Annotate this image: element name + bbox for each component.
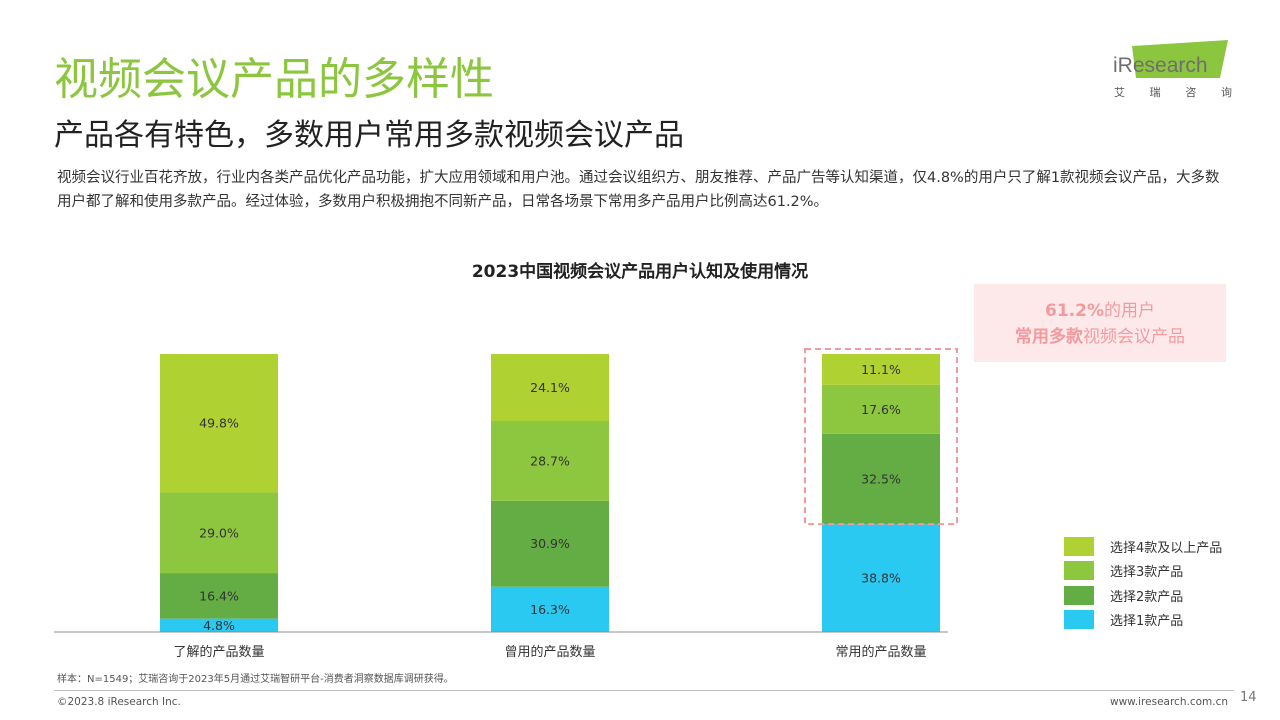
data-label: 4.8% — [203, 618, 235, 633]
bar-segment-series-2 — [160, 573, 278, 619]
data-label: 17.6% — [861, 402, 901, 417]
data-label: 29.0% — [199, 525, 239, 540]
footnote: 样本：N=1549；艾瑞咨询于2023年5月通过艾瑞智研平台-消费者洞察数据库调… — [57, 674, 454, 685]
callout-text-2: 视频会议产品 — [1083, 327, 1185, 347]
legend-swatch — [1064, 585, 1094, 605]
data-label: 11.1% — [861, 362, 901, 377]
bar-segment-series-4 — [491, 354, 609, 421]
data-label: 32.5% — [861, 471, 901, 486]
data-label: 24.1% — [530, 380, 570, 395]
legend-item: 选择2款产品 — [1064, 583, 1222, 608]
logo-cn: 艾 瑞 咨 询 — [1114, 86, 1232, 99]
bar-segment-series-3 — [491, 420, 609, 501]
bar-segment-series-1 — [822, 524, 940, 632]
callout-emphasis: 常用多款 — [1015, 327, 1083, 347]
chart-legend: 选择4款及以上产品 选择3款产品 选择2款产品 选择1款产品 — [1064, 534, 1222, 632]
legend-item: 选择3款产品 — [1064, 559, 1222, 584]
bar-segment-series-3 — [822, 384, 940, 434]
bar-segment-series-2 — [491, 500, 609, 587]
page-number: 14 — [1240, 690, 1257, 705]
legend-label: 选择1款产品 — [1110, 614, 1184, 630]
legend-label: 选择2款产品 — [1110, 589, 1184, 605]
data-label: 28.7% — [530, 453, 570, 468]
page-subtitle: 产品各有特色，多数用户常用多款视频会议产品 — [54, 118, 684, 153]
legend-swatch — [1064, 561, 1094, 581]
copyright: ©2023.8 iResearch Inc. — [57, 696, 181, 708]
x-axis-label: 曾用的产品数量 — [504, 644, 595, 660]
legend-label: 选择4款及以上产品 — [1110, 540, 1223, 556]
footer-divider — [54, 690, 1234, 691]
bar-segment-series-2 — [822, 433, 940, 525]
logo-text: iResearch — [1113, 54, 1208, 77]
bar-segment-series-1 — [160, 618, 278, 632]
bar-segment-series-4 — [160, 354, 278, 493]
bar-segment-series-4 — [822, 354, 940, 385]
legend-swatch — [1064, 536, 1094, 556]
website: www.iresearch.com.cn — [1110, 696, 1229, 708]
legend-swatch — [1064, 610, 1094, 630]
data-label: 49.8% — [199, 416, 239, 431]
page-description: 视频会议行业百花齐放，行业内各类产品优化产品功能，扩大应用领域和用户池。通过会议… — [57, 170, 1220, 210]
callout-text-1: 的用户 — [1103, 301, 1155, 321]
page-title: 视频会议产品的多样性 — [54, 54, 494, 105]
x-axis-label: 了解的产品数量 — [173, 644, 264, 660]
legend-label: 选择3款产品 — [1110, 565, 1184, 581]
data-label: 38.8% — [861, 571, 901, 586]
data-label: 16.4% — [199, 588, 239, 603]
data-label: 30.9% — [530, 536, 570, 551]
bar-segment-series-3 — [160, 492, 278, 574]
data-label: 16.3% — [530, 602, 570, 617]
bar-segment-series-1 — [491, 586, 609, 632]
highlight-box — [804, 348, 958, 526]
chart-title: 2023中国视频会议产品用户认知及使用情况 — [471, 262, 809, 282]
legend-item: 选择4款及以上产品 — [1064, 534, 1222, 559]
iresearch-logo: iResearch — [1113, 40, 1228, 78]
legend-item: 选择1款产品 — [1064, 608, 1222, 633]
x-axis-label: 常用的产品数量 — [835, 644, 926, 660]
callout-percent: 61.2% — [1045, 301, 1104, 321]
callout-box: 61.2%的用户 常用多款视频会议产品 — [974, 284, 1226, 362]
